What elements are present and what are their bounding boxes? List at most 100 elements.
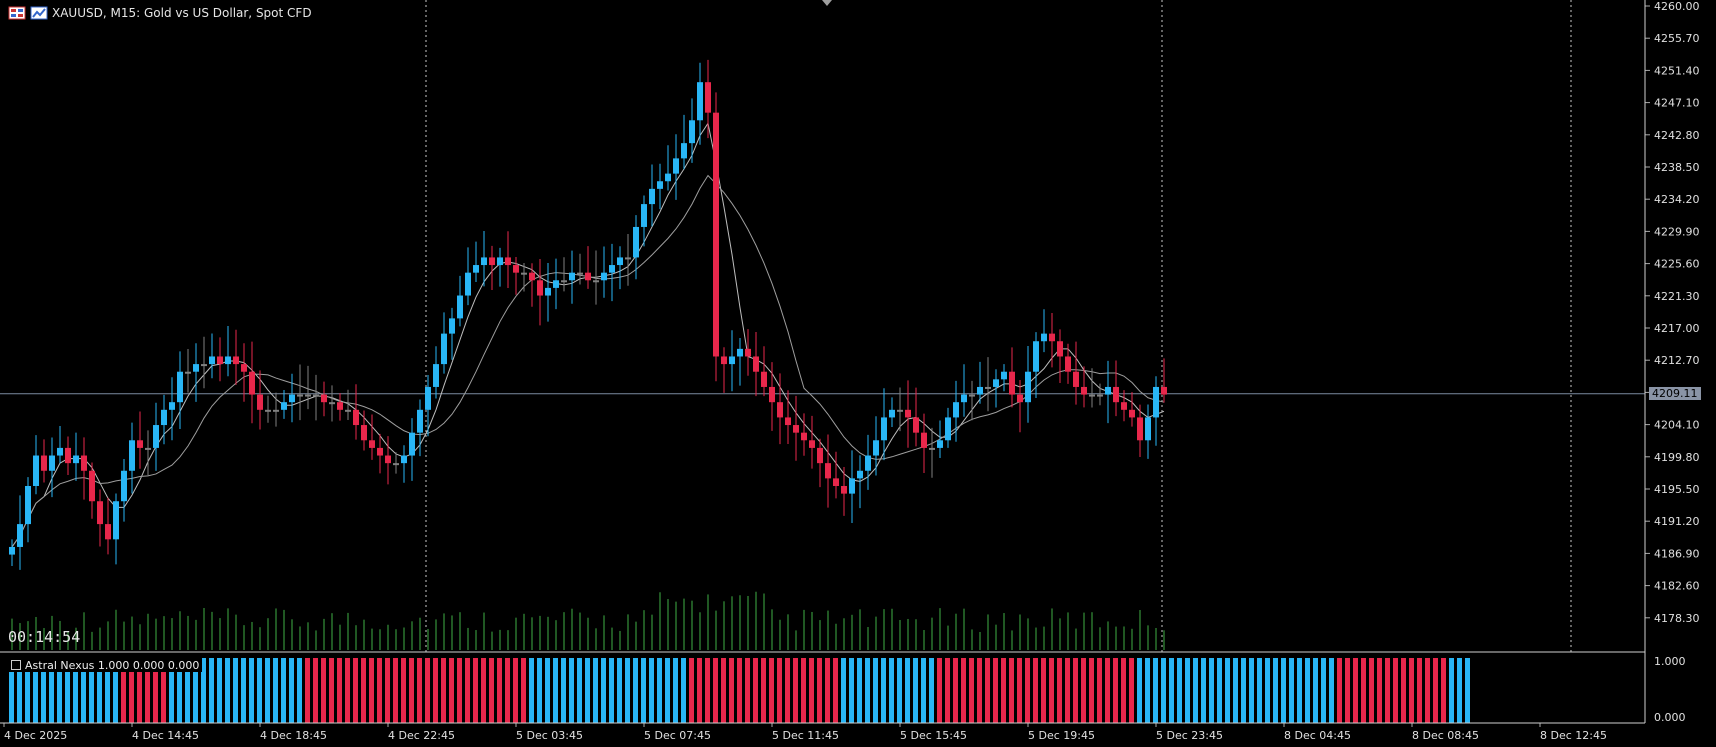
- candle-body[interactable]: [617, 257, 623, 266]
- candle-body[interactable]: [1097, 394, 1103, 397]
- candle-body[interactable]: [985, 386, 991, 389]
- candle-body[interactable]: [209, 356, 215, 365]
- candle-body[interactable]: [1161, 386, 1167, 395]
- candle-body[interactable]: [369, 440, 375, 448]
- candle-body[interactable]: [705, 82, 711, 113]
- candle-body[interactable]: [1089, 394, 1095, 397]
- candle-body[interactable]: [633, 226, 639, 258]
- candle-body[interactable]: [849, 478, 855, 494]
- candle-body[interactable]: [1153, 386, 1159, 418]
- candle-body[interactable]: [393, 463, 399, 466]
- candle-body[interactable]: [833, 478, 839, 486]
- candle-body[interactable]: [1137, 417, 1143, 441]
- candle-body[interactable]: [897, 409, 903, 412]
- candle-body[interactable]: [889, 409, 895, 418]
- candle-body[interactable]: [1121, 402, 1127, 410]
- candle-body[interactable]: [41, 455, 47, 471]
- candle-body[interactable]: [969, 394, 975, 397]
- candle-body[interactable]: [569, 272, 575, 281]
- candle-body[interactable]: [713, 112, 719, 357]
- candle-body[interactable]: [945, 417, 951, 441]
- candle-body[interactable]: [641, 204, 647, 227]
- price-axis[interactable]: 4260.00 4255.70 4251.40 4247.10 4242.80 4238.…: [1645, 0, 1700, 724]
- candle-body[interactable]: [297, 394, 303, 397]
- candle-body[interactable]: [201, 364, 207, 367]
- candle-body[interactable]: [1001, 371, 1007, 380]
- candle-body[interactable]: [233, 356, 239, 365]
- candle-body[interactable]: [225, 356, 231, 365]
- candle-body[interactable]: [1041, 333, 1047, 342]
- candle-body[interactable]: [449, 318, 455, 334]
- candle-body[interactable]: [481, 257, 487, 266]
- candle-body[interactable]: [697, 82, 703, 121]
- candle-body[interactable]: [873, 440, 879, 456]
- candle-body[interactable]: [505, 257, 511, 266]
- candle-body[interactable]: [337, 402, 343, 410]
- candle-body[interactable]: [65, 447, 71, 464]
- chart-window-icon[interactable]: [30, 6, 48, 20]
- candle-body[interactable]: [137, 440, 143, 448]
- shift-marker-icon[interactable]: [822, 0, 832, 6]
- candle-body[interactable]: [169, 402, 175, 410]
- candle-body[interactable]: [17, 524, 23, 547]
- candle-body[interactable]: [529, 272, 535, 281]
- candle-body[interactable]: [497, 257, 503, 266]
- candle-body[interactable]: [961, 394, 967, 403]
- candle-body[interactable]: [625, 257, 631, 260]
- candle-body[interactable]: [921, 432, 927, 448]
- candle-body[interactable]: [1009, 371, 1015, 395]
- candle-body[interactable]: [329, 402, 335, 405]
- candle-body[interactable]: [1129, 409, 1135, 418]
- candle-body[interactable]: [113, 501, 119, 540]
- candle-body[interactable]: [905, 409, 911, 418]
- candle-body[interactable]: [417, 409, 423, 433]
- candle-body[interactable]: [593, 280, 599, 283]
- candle-body[interactable]: [1017, 394, 1023, 403]
- candle-body[interactable]: [825, 463, 831, 479]
- candle-body[interactable]: [841, 486, 847, 494]
- candle-body[interactable]: [1073, 371, 1079, 387]
- candle-body[interactable]: [601, 272, 607, 281]
- candle-body[interactable]: [609, 265, 615, 273]
- candle-body[interactable]: [73, 455, 79, 464]
- time-axis[interactable]: 4 Dec 2025 4 Dec 14:45 4 Dec 18:45 4 Dec 22…: [3, 723, 1607, 742]
- candle-body[interactable]: [193, 364, 199, 372]
- candle-body[interactable]: [745, 348, 751, 357]
- candle-body[interactable]: [25, 486, 31, 525]
- candle-body[interactable]: [425, 386, 431, 410]
- candle-body[interactable]: [777, 402, 783, 418]
- candle-body[interactable]: [1033, 341, 1039, 372]
- candle-body[interactable]: [665, 173, 671, 182]
- candle-body[interactable]: [145, 447, 151, 450]
- candle-body[interactable]: [561, 280, 567, 283]
- candle-body[interactable]: [33, 455, 39, 486]
- candle-body[interactable]: [817, 447, 823, 464]
- candle-body[interactable]: [977, 386, 983, 395]
- candle-body[interactable]: [273, 409, 279, 412]
- candle-body[interactable]: [785, 417, 791, 426]
- candle-body[interactable]: [729, 356, 735, 365]
- candle-body[interactable]: [409, 432, 415, 456]
- candle-body[interactable]: [801, 432, 807, 441]
- candle-body[interactable]: [537, 280, 543, 296]
- candle-body[interactable]: [937, 440, 943, 448]
- chart-grid-icon[interactable]: [8, 6, 26, 20]
- candle-body[interactable]: [281, 402, 287, 410]
- candlesticks[interactable]: [9, 59, 1167, 570]
- candle-body[interactable]: [49, 455, 55, 471]
- candle-body[interactable]: [9, 546, 15, 555]
- candle-body[interactable]: [321, 394, 327, 403]
- candle-body[interactable]: [305, 394, 311, 397]
- candle-body[interactable]: [241, 364, 247, 372]
- candle-body[interactable]: [553, 280, 559, 288]
- candle-body[interactable]: [217, 356, 223, 365]
- candle-body[interactable]: [673, 158, 679, 174]
- candle-body[interactable]: [793, 425, 799, 433]
- candle-body[interactable]: [857, 470, 863, 479]
- candle-body[interactable]: [361, 425, 367, 441]
- candle-body[interactable]: [577, 272, 583, 275]
- candle-body[interactable]: [513, 265, 519, 273]
- candle-body[interactable]: [441, 333, 447, 365]
- candle-body[interactable]: [97, 501, 103, 525]
- candle-body[interactable]: [153, 425, 159, 448]
